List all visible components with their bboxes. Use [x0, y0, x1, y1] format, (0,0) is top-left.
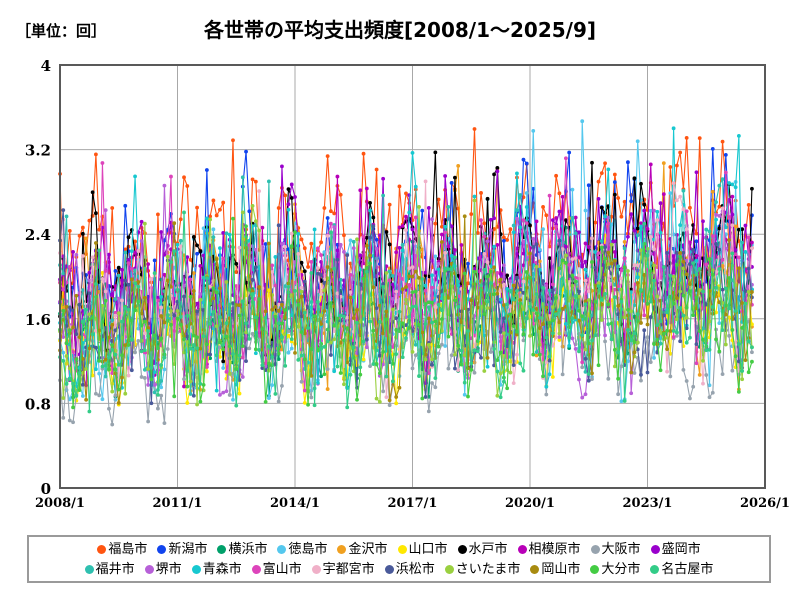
legend-label: 山口市: [408, 541, 448, 557]
legend-marker-icon: [311, 564, 321, 574]
legend-item-堺市[interactable]: 堺市: [144, 561, 182, 577]
svg-text:1.6: 1.6: [25, 311, 51, 329]
legend-label: 大分市: [601, 561, 641, 577]
unit-label: ［単位：回］: [16, 22, 107, 40]
legend-marker-icon: [650, 564, 660, 574]
svg-text:2017/1: 2017/1: [388, 496, 438, 511]
legend-item-さいたま市[interactable]: さいたま市: [444, 561, 521, 577]
legend-label: 相模原市: [528, 541, 581, 557]
legend-item-岡山市[interactable]: 岡山市: [530, 563, 580, 576]
legend-row: 福井市 堺市 青森市 富山市 宇都宮市 浜松市 さいたま市 岡山市 大分市 名古屋市: [35, 559, 763, 579]
legend-marker-icon: [397, 544, 407, 554]
svg-text:2020/1: 2020/1: [505, 496, 555, 511]
legend-item-水戸市[interactable]: 水戸市: [457, 541, 508, 557]
legend-label: 水戸市: [468, 541, 508, 557]
legend-marker-icon: [191, 564, 201, 574]
legend-marker-icon: [277, 544, 287, 554]
legend-label: 横浜市: [228, 541, 268, 557]
y-axis-ticks: 00.81.62.43.24: [25, 57, 51, 498]
legend-item-山口市[interactable]: 山口市: [397, 541, 448, 557]
x-axis-ticks: 2008/1 2011/1 2014/1 2017/1 2020/1 2023/1 2026…: [35, 496, 790, 511]
legend-marker-icon: [590, 544, 600, 554]
plot-frame: [59, 64, 766, 489]
legend: 福島市 新潟市 横浜市 徳島市 金沢市 山口市 水戸市 相模原市 大阪市 盛岡市 福井市 堺市 青森市…: [27, 535, 771, 583]
svg-text:2014/1: 2014/1: [270, 496, 320, 511]
legend-item-富山市[interactable]: 富山市: [251, 561, 302, 577]
legend-label: 富山市: [262, 561, 302, 577]
legend-item-福島市[interactable]: 福島市: [97, 543, 147, 556]
legend-marker-icon: [157, 544, 167, 554]
legend-marker-icon: [444, 564, 454, 574]
legend-marker-icon: [457, 544, 467, 554]
legend-item-大阪市[interactable]: 大阪市: [590, 541, 641, 557]
svg-text:2008/1: 2008/1: [35, 496, 85, 511]
legend-marker-icon: [530, 564, 540, 574]
series-名古屋市: [58, 210, 754, 414]
legend-label: 徳島市: [288, 541, 328, 557]
legend-marker-icon: [517, 544, 527, 554]
legend-marker-icon: [337, 544, 347, 554]
svg-text:2023/1: 2023/1: [623, 496, 673, 511]
legend-label: 新潟市: [168, 541, 208, 557]
legend-label: 浜松市: [395, 561, 435, 577]
legend-item-新潟市[interactable]: 新潟市: [157, 543, 207, 556]
legend-marker-icon: [84, 564, 94, 574]
legend-item-大分市[interactable]: 大分市: [590, 563, 640, 576]
svg-text:2026/1: 2026/1: [740, 496, 790, 511]
legend-label: 堺市: [155, 561, 182, 577]
legend-item-浜松市[interactable]: 浜松市: [384, 561, 435, 577]
legend-marker-icon: [97, 544, 107, 554]
legend-label: 福井市: [95, 561, 135, 577]
svg-text:2011/1: 2011/1: [153, 496, 203, 511]
legend-item-青森市[interactable]: 青森市: [191, 561, 242, 577]
series-大分市: [58, 216, 754, 410]
svg-text:2.4: 2.4: [25, 226, 51, 244]
svg-text:3.2: 3.2: [25, 142, 51, 160]
legend-label: 大阪市: [601, 541, 641, 557]
legend-item-徳島市[interactable]: 徳島市: [277, 543, 327, 556]
legend-item-宇都宮市[interactable]: 宇都宮市: [311, 561, 375, 577]
legend-label: 金沢市: [348, 541, 388, 557]
legend-marker-icon: [251, 564, 261, 574]
legend-label: 盛岡市: [661, 541, 701, 557]
legend-label: さいたま市: [455, 561, 521, 577]
legend-item-福井市[interactable]: 福井市: [84, 561, 135, 577]
legend-label: 岡山市: [541, 561, 581, 577]
legend-item-盛岡市[interactable]: 盛岡市: [650, 541, 701, 557]
svg-text:4: 4: [41, 57, 51, 75]
legend-item-金沢市[interactable]: 金沢市: [337, 541, 388, 557]
legend-marker-icon: [650, 544, 660, 554]
legend-item-相模原市[interactable]: 相模原市: [517, 541, 581, 557]
legend-label: 宇都宮市: [322, 561, 375, 577]
legend-marker-icon: [144, 564, 154, 574]
legend-marker-icon: [384, 564, 394, 574]
legend-label: 福島市: [108, 541, 148, 557]
chart-title: 各世帯の平均支出頻度[2008/1～2025/9]: [203, 18, 597, 42]
legend-row: 福島市 新潟市 横浜市 徳島市 金沢市 山口市 水戸市 相模原市 大阪市 盛岡市: [35, 539, 763, 559]
legend-item-名古屋市[interactable]: 名古屋市: [650, 563, 713, 576]
legend-marker-icon: [217, 544, 227, 554]
svg-text:0.8: 0.8: [25, 395, 51, 413]
series-lines: [58, 119, 754, 427]
legend-item-横浜市[interactable]: 横浜市: [217, 543, 267, 556]
legend-marker-icon: [590, 564, 600, 574]
legend-label: 名古屋市: [661, 561, 714, 577]
legend-label: 青森市: [202, 561, 242, 577]
